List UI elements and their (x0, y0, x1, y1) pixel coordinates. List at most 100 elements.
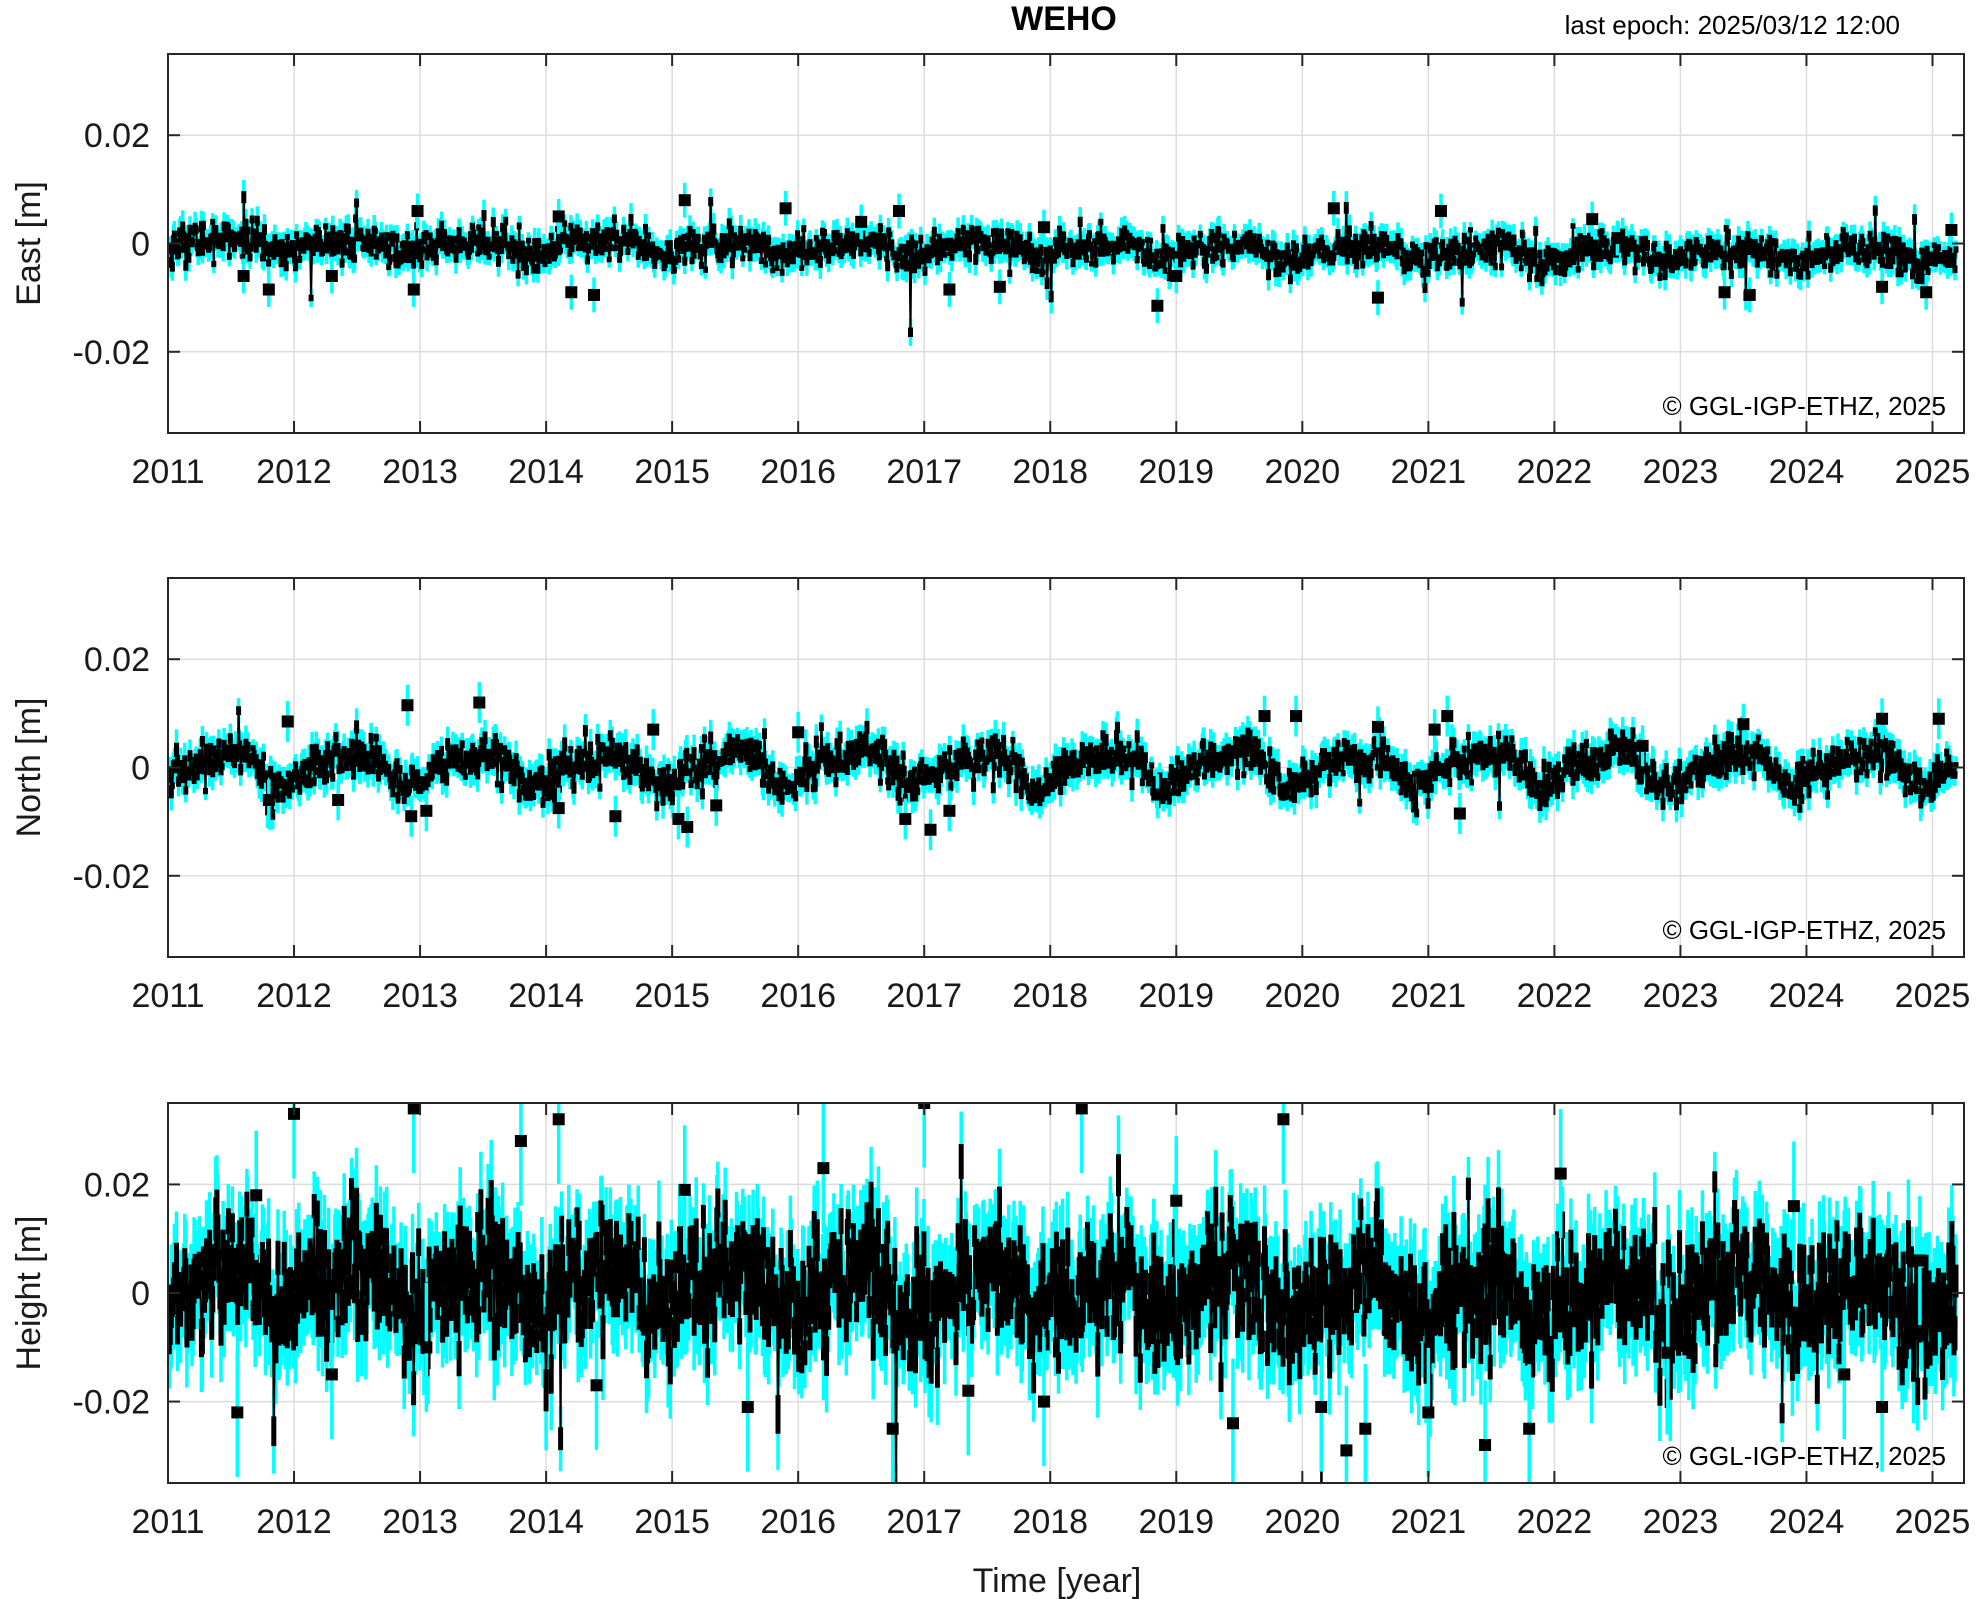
series-east (168, 179, 1959, 346)
data-point-marker (1876, 1401, 1889, 1413)
data-point-marker (332, 793, 345, 806)
x-tick-label: 2016 (760, 977, 836, 1015)
data-point-marker (678, 194, 691, 207)
x-tick-label: 2013 (382, 977, 458, 1015)
x-tick-label: 2021 (1391, 453, 1467, 491)
x-tick-label: 2022 (1517, 977, 1593, 1015)
y-tick-label: -0.02 (73, 858, 151, 896)
x-tick-label: 2016 (760, 1503, 836, 1541)
x-tick-label: 2018 (1012, 453, 1088, 491)
data-point-marker (647, 723, 660, 736)
data-point-marker (1441, 710, 1454, 723)
marker-band-north (168, 706, 1959, 820)
data-point-marker (1718, 286, 1731, 299)
x-tick-label: 2019 (1138, 1503, 1214, 1541)
x-tick-label: 2015 (634, 453, 710, 491)
data-point-marker (1290, 710, 1303, 723)
data-point-marker (1838, 1368, 1851, 1381)
data-point-marker (1075, 1103, 1088, 1115)
x-tick-label: 2024 (1769, 453, 1845, 491)
y-tick-label: 0 (131, 750, 150, 788)
data-point-marker (552, 802, 565, 815)
y-tick-label: 0 (131, 1275, 150, 1313)
y-axis-label: Height [m] (10, 1216, 48, 1371)
x-tick-label: 2012 (256, 977, 332, 1015)
data-point-marker (943, 804, 956, 817)
data-point-marker (1876, 280, 1889, 293)
data-point-marker (899, 812, 912, 825)
data-point-marker (590, 1379, 603, 1392)
data-point-marker (792, 726, 805, 739)
x-tick-label: 2021 (1391, 977, 1467, 1015)
y-tick-label: 0 (131, 226, 150, 264)
data-point-marker (1151, 788, 1164, 801)
data-point-marker (1170, 269, 1183, 282)
data-point-marker (1434, 205, 1447, 218)
copyright-label: © GGL-IGP-ETHZ, 2025 (1662, 915, 1946, 945)
data-point-marker (962, 1384, 975, 1397)
data-point-marker (1327, 202, 1340, 215)
x-tick-label: 2016 (760, 453, 836, 491)
data-point-marker (1371, 291, 1384, 304)
x-tick-label: 2024 (1769, 977, 1845, 1015)
data-point-marker (1428, 723, 1441, 736)
x-tick-label: 2011 (131, 977, 204, 1015)
data-point-marker (514, 1135, 527, 1147)
data-point-marker (401, 699, 414, 712)
data-point-marker (741, 1401, 754, 1413)
data-point-marker (886, 1422, 899, 1435)
x-tick-label: 2020 (1264, 1503, 1340, 1541)
series-north (168, 682, 1959, 851)
data-point-marker (855, 215, 868, 228)
chart-title: WEHO (1011, 0, 1117, 38)
x-tick-label: 2014 (508, 453, 584, 491)
y-tick-label: -0.02 (73, 1384, 151, 1422)
copyright-label: © GGL-IGP-ETHZ, 2025 (1662, 391, 1946, 421)
x-tick-label: 2023 (1643, 453, 1719, 491)
x-tick-label: 2019 (1138, 453, 1214, 491)
x-tick-label: 2019 (1138, 977, 1214, 1015)
x-tick-label: 2011 (131, 1503, 204, 1541)
marker-band-east (168, 191, 1959, 337)
data-point-marker (993, 280, 1006, 293)
x-tick-label: 2020 (1264, 977, 1340, 1015)
data-point-marker (407, 1103, 420, 1115)
data-point-marker (1554, 1167, 1567, 1180)
data-point-marker (565, 286, 578, 299)
x-tick-label: 2022 (1517, 453, 1593, 491)
x-tick-label: 2017 (886, 977, 962, 1015)
data-point-marker (325, 269, 338, 282)
x-tick-label: 2015 (634, 1503, 710, 1541)
data-point-marker (1523, 1422, 1536, 1435)
data-point-marker (1170, 1194, 1183, 1207)
data-point-marker (420, 1341, 433, 1354)
data-point-marker (1932, 712, 1945, 725)
last-epoch-label: last epoch: 2025/03/12 12:00 (1565, 10, 1900, 40)
data-point-marker (1151, 299, 1164, 312)
data-point-marker (609, 810, 622, 823)
x-tick-label: 2013 (382, 1503, 458, 1541)
series-height (168, 1103, 1959, 1483)
x-tick-label: 2012 (256, 453, 332, 491)
x-tick-label: 2014 (508, 977, 584, 1015)
x-tick-label: 2023 (1643, 977, 1719, 1015)
data-point-marker (924, 823, 937, 836)
data-point-marker (1479, 1439, 1492, 1451)
x-tick-label: 2021 (1391, 1503, 1467, 1541)
data-point-marker (473, 696, 486, 709)
data-point-marker (681, 821, 694, 834)
x-tick-label: 2025 (1895, 1503, 1971, 1541)
x-tick-label: 2012 (256, 1503, 332, 1541)
panels: 2011 2012 2013 2014 2015 2016 2017 2018 2019 2020… (10, 53, 1971, 1541)
data-point-marker (411, 205, 424, 218)
data-point-marker (587, 288, 600, 301)
panel-north: 2011 2012 2013 2014 2015 2016 2017 2018 2019 2020… (10, 577, 1971, 1015)
data-point-marker (250, 1189, 263, 1202)
x-tick-label: 2018 (1012, 1503, 1088, 1541)
data-point-marker (943, 283, 956, 296)
x-tick-label: 2025 (1895, 977, 1971, 1015)
x-tick-label: 2014 (508, 1503, 584, 1541)
x-axis-label: Time [year] (973, 1562, 1142, 1599)
data-point-marker (1453, 807, 1466, 820)
data-point-marker (552, 1113, 565, 1126)
